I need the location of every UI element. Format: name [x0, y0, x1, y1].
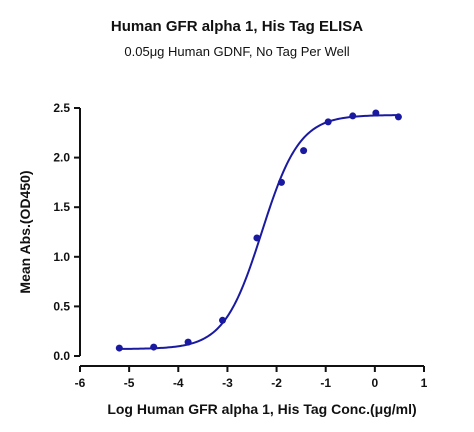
x-tick-label: -3 — [222, 376, 233, 390]
data-point — [150, 343, 158, 351]
data-point — [184, 338, 192, 346]
data-point — [372, 109, 380, 117]
y-tick-label: 1.0 — [53, 250, 70, 264]
x-tick-label: 0 — [372, 376, 379, 390]
x-axis-title: Log Human GFR alpha 1, His Tag Conc.(μg/… — [107, 401, 416, 417]
y-tick-label: 0.0 — [53, 349, 70, 363]
x-tick-label: -4 — [173, 376, 184, 390]
chart-subtitle: 0.05μg Human GDNF, No Tag Per Well — [124, 44, 350, 59]
data-point — [349, 112, 357, 120]
data-point — [394, 113, 402, 121]
data-point — [324, 118, 332, 126]
data-point — [219, 316, 227, 324]
data-point — [277, 178, 285, 186]
tick-labels-layer: 0.0 0.5 1.0 1.5 2.0 2.5 -6 -5 -4 -3 -2 -1 0 1 — [53, 101, 427, 390]
x-tick-label: -2 — [271, 376, 282, 390]
x-tick-label: 1 — [421, 376, 428, 390]
y-tick-label: 2.5 — [53, 101, 70, 115]
y-tick-label: 1.5 — [53, 200, 70, 214]
data-points-layer — [115, 109, 402, 352]
y-tick-label: 2.0 — [53, 151, 70, 165]
y-tick-label: 0.5 — [53, 299, 70, 313]
y-axis-title: Mean Abs.(OD450) — [17, 170, 33, 293]
x-tick-label: -1 — [320, 376, 331, 390]
x-tick-label: -5 — [124, 376, 135, 390]
fit-curve — [119, 114, 399, 350]
data-point — [115, 344, 123, 352]
fit-curve-layer — [119, 114, 399, 350]
axes — [74, 107, 425, 372]
data-point — [300, 147, 308, 155]
x-tick-label: -6 — [75, 376, 86, 390]
chart-title: Human GFR alpha 1, His Tag ELISA — [110, 18, 364, 35]
data-point — [253, 234, 261, 242]
